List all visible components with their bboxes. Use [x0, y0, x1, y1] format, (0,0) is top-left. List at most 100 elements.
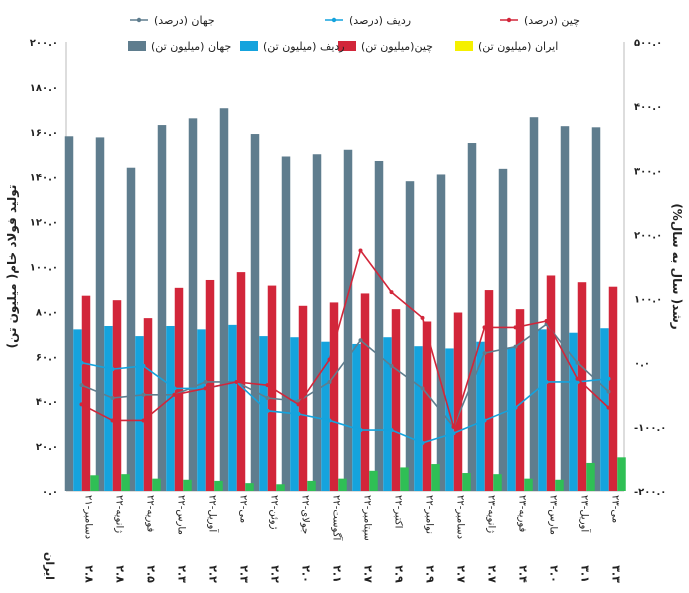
bar: [126, 167, 136, 491]
y2-tick-label: ۱۰۰.۰: [634, 295, 662, 306]
y-tick-label: ۴۰.۰: [36, 397, 58, 408]
bar: [312, 154, 322, 491]
y-tick-label: ۱۰۰.۰: [30, 263, 58, 274]
series-point: [296, 412, 301, 417]
series-point: [358, 248, 363, 253]
series-point: [389, 363, 394, 368]
legend-label: جهان (میلیون تن): [151, 40, 231, 53]
bar: [121, 474, 130, 491]
bar: [600, 328, 609, 491]
y-tick-label: ۱۶۰.۰: [30, 128, 58, 139]
bar: [157, 125, 167, 491]
y2-tick-label: -۲۰۰.۰: [634, 487, 666, 498]
category-label: آوریل-۲۲: [207, 495, 220, 533]
table-row-value: ۲.۰: [300, 565, 313, 583]
bar: [462, 473, 471, 491]
legend-bar-swatch: [455, 41, 473, 51]
series-point: [203, 386, 208, 391]
y-tick-label: ۰.۰: [42, 487, 58, 498]
category-label: ژانویه-۲۳: [486, 495, 497, 533]
series-point: [203, 379, 208, 384]
category-label: آگوست-۲۲: [331, 495, 344, 541]
bar: [560, 126, 570, 491]
series-point: [141, 418, 146, 423]
series-point: [420, 315, 425, 320]
bar: [90, 475, 99, 491]
series-point: [265, 408, 270, 413]
bar: [81, 295, 91, 491]
bar: [135, 336, 144, 491]
series-point: [234, 379, 239, 384]
y2-tick-label: ۰.۰: [634, 359, 650, 370]
series-point: [389, 428, 394, 433]
series-point: [420, 440, 425, 445]
series-point: [172, 386, 177, 391]
bar: [112, 300, 122, 491]
lines: [79, 248, 611, 445]
y-tick-label: ۲۰۰.۰: [30, 38, 58, 49]
bar: [546, 275, 556, 491]
category-label: نوامبر-۲۲: [424, 495, 435, 534]
series-point: [420, 386, 425, 391]
bar: [338, 478, 347, 491]
bar: [228, 324, 237, 491]
table-row-value: ۲.۳: [176, 565, 189, 583]
legend-label: چین (درصد): [524, 14, 580, 27]
legend: چین (درصد) ردیف (درصد) جهان (درصد) ایران (م…: [128, 14, 580, 53]
bar: [245, 483, 254, 491]
table-row-value: ۲.۸: [83, 565, 96, 583]
y2-tick-label: ۵۰۰.۰: [634, 38, 662, 49]
bar: [197, 329, 206, 491]
legend-bar-swatch: [128, 41, 146, 51]
bar: [507, 347, 516, 491]
y-tick-label: ۶۰.۰: [36, 352, 58, 363]
bar: [608, 286, 618, 491]
y-tick-label: ۲۰.۰: [36, 442, 58, 453]
series-point: [265, 383, 270, 388]
y-tick-label: ۱۴۰.۰: [30, 173, 58, 184]
category-label: مارس-۲۲: [176, 495, 187, 535]
series-point: [327, 418, 332, 423]
bar: [343, 149, 353, 491]
series-line: [81, 361, 609, 444]
bar: [152, 478, 161, 491]
bar: [95, 137, 105, 491]
table-row-value: ۲.۷: [455, 565, 468, 583]
bar: [166, 325, 175, 491]
bar: [445, 348, 454, 491]
y2-tick-label: ۲۰۰.۰: [634, 230, 662, 241]
bar: [524, 478, 533, 491]
series-point: [544, 379, 549, 384]
bar: [484, 290, 494, 491]
bar: [577, 282, 587, 491]
y-axis-title: تولید فولاد خام( میلیون تن): [5, 185, 20, 349]
bar: [405, 181, 415, 491]
bar: [183, 479, 192, 491]
series-point: [110, 367, 115, 372]
series-point: [265, 395, 270, 400]
bar: [64, 136, 74, 492]
bar: [104, 325, 113, 491]
y2-tick-label: ۴۰۰.۰: [634, 102, 662, 113]
table-row-value: ۲.۱: [331, 565, 344, 583]
series-point: [172, 392, 177, 397]
bars: [64, 108, 626, 492]
category-label: دسامبر-۲۲: [455, 495, 466, 539]
bar: [453, 312, 463, 491]
table-row-value: ۲.۳: [238, 565, 251, 583]
bar: [329, 302, 339, 491]
series-point: [575, 379, 580, 384]
bar: [476, 341, 485, 491]
series-point: [606, 376, 611, 381]
bar: [538, 329, 547, 491]
series-point: [606, 389, 611, 394]
legend-bar-swatch: [240, 41, 258, 51]
category-label: مارس-۲۳: [548, 495, 559, 535]
bar: [391, 309, 401, 491]
y2-axis-title: رشد( سال به سال%): [670, 203, 684, 329]
series-point: [141, 392, 146, 397]
table-row-value: ۲.۲: [207, 565, 220, 583]
category-label: ژانویه-۲۲: [114, 495, 125, 533]
category-label: فوریه-۲۳: [517, 495, 528, 532]
